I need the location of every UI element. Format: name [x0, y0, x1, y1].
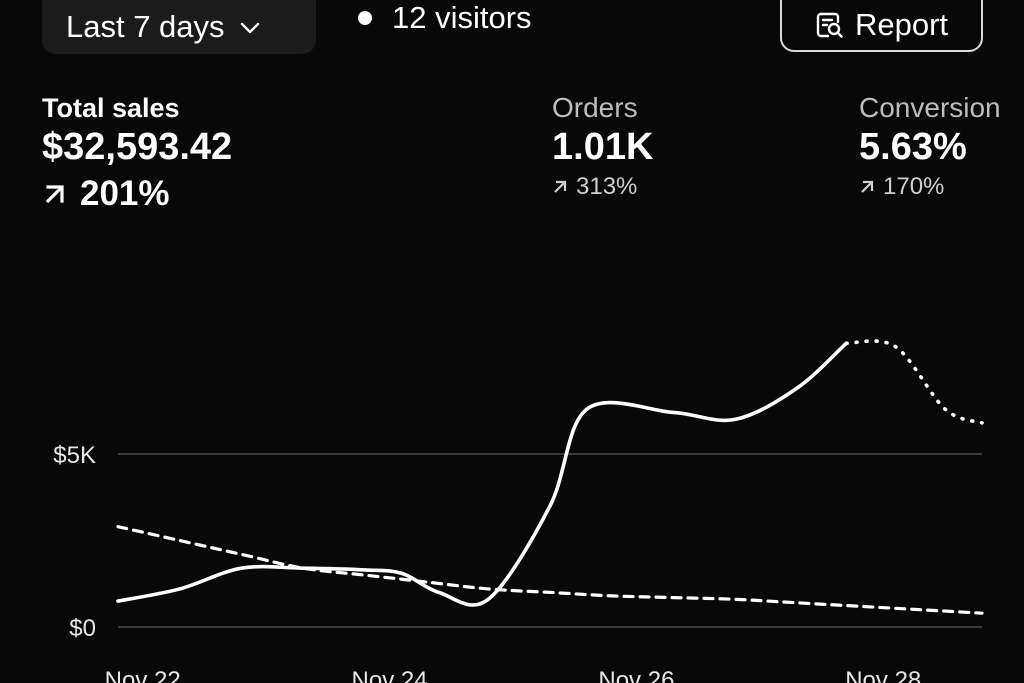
live-visitors-indicator: 12 visitors: [358, 0, 532, 36]
x-tick-label: Nov 28: [845, 667, 921, 683]
current-series-projection-line: [844, 339, 984, 425]
arrow-up-right-icon: [45, 185, 64, 204]
metric-value: 5.63%: [859, 126, 967, 168]
metric-change: 201%: [42, 170, 232, 218]
x-tick-label: Nov 24: [352, 667, 428, 683]
report-button[interactable]: Report: [780, 0, 983, 52]
metric-label: Orders: [552, 92, 638, 123]
chart-series: [116, 339, 984, 615]
chart-gridlines: [118, 453, 982, 628]
date-range-label: Last 7 days: [66, 9, 225, 44]
metric-value: $32,593.42: [42, 126, 233, 168]
metric-change-value: 201%: [80, 174, 170, 213]
y-tick-label: $0: [69, 615, 96, 642]
report-label: Report: [854, 7, 949, 42]
arrow-up-right-icon: [861, 180, 874, 193]
report-search-icon: [816, 12, 843, 38]
live-dot-icon: [358, 11, 372, 25]
metric-conversion[interactable]: Conversion 5.63% 170%: [859, 92, 1001, 204]
metric-change: 313%: [552, 170, 653, 204]
metric-orders[interactable]: Orders 1.01K 313%: [552, 92, 653, 204]
current-series-line: [116, 341, 849, 607]
x-tick-label: Nov 26: [598, 667, 674, 683]
comparison-series-line: [116, 525, 984, 615]
chevron-down-icon: [240, 22, 259, 34]
chart-axis-labels: $0 $5K Nov 22 Nov 24 Nov 26 Nov 28: [53, 442, 921, 683]
arrow-up-right-icon: [554, 180, 567, 193]
y-tick-label: $5K: [53, 442, 96, 469]
metric-label: Conversion: [859, 92, 1001, 123]
metric-total-sales[interactable]: Total sales $32,593.42 201%: [42, 92, 232, 218]
metric-change: 170%: [859, 170, 1001, 204]
metric-change-value: 170%: [883, 173, 945, 200]
x-tick-label: Nov 22: [105, 667, 181, 683]
date-range-dropdown[interactable]: Last 7 days: [42, 0, 316, 54]
metric-change-value: 313%: [576, 173, 638, 200]
metric-value: 1.01K: [552, 126, 654, 168]
metric-label: Total sales: [42, 93, 180, 123]
visitors-count: 12 visitors: [392, 0, 532, 35]
